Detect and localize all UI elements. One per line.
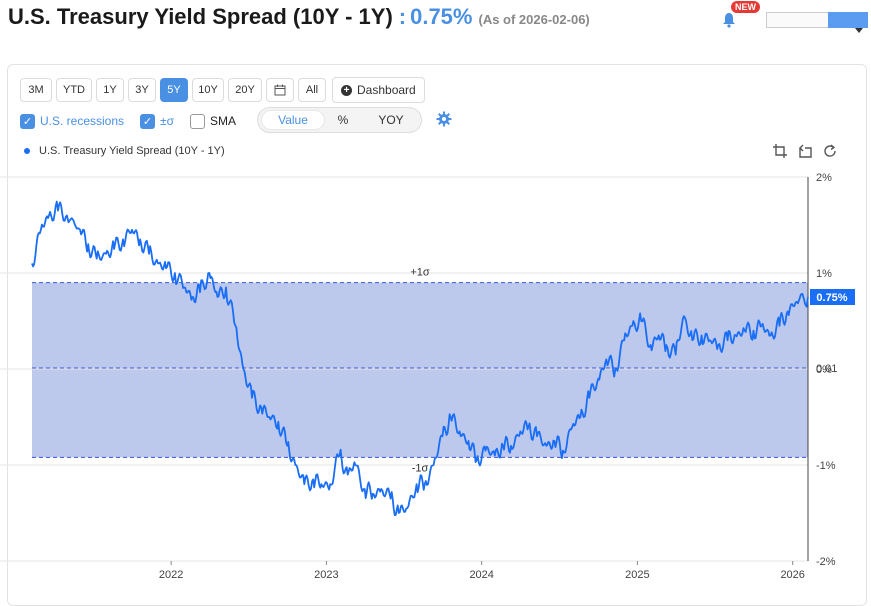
chart-title: U.S. Treasury Yield Spread (10Y - 1Y): [8, 4, 393, 29]
minus-sigma-label: -1σ: [412, 462, 429, 474]
page-title: U.S. Treasury Yield Spread (10Y - 1Y) : …: [8, 4, 590, 34]
range-selector: 3M YTD 1Y 3Y 5Y 10Y 20Y All: [20, 78, 326, 102]
sigma-label[interactable]: ±σ: [160, 114, 175, 128]
chart-legend[interactable]: U.S. Treasury Yield Spread (10Y - 1Y): [24, 145, 225, 157]
x-tick-label: 2022: [159, 569, 183, 581]
range-3m-button[interactable]: 3M: [20, 78, 52, 102]
x-tick-label: 2025: [625, 569, 649, 581]
legend-marker: [24, 148, 30, 154]
x-tick-label: 2024: [469, 569, 493, 581]
range-all-button[interactable]: All: [298, 78, 326, 102]
sigma-band: [32, 282, 808, 458]
current-value: 0.75%: [410, 4, 473, 29]
y-tick-label: 2%: [816, 172, 832, 184]
y-tick-label: -1%: [816, 460, 836, 472]
chart-toolbar: [772, 143, 838, 159]
sigma-checkbox[interactable]: ✓: [140, 113, 156, 129]
series-line: [31, 200, 809, 516]
last-value-label: 0.75%: [816, 292, 847, 304]
sma-checkbox[interactable]: [190, 113, 206, 129]
range-20y-button[interactable]: 20Y: [228, 78, 262, 102]
x-tick-label: 2023: [314, 569, 338, 581]
calendar-button[interactable]: [266, 78, 294, 102]
recessions-checkbox[interactable]: ✓: [20, 113, 35, 129]
range-5y-button[interactable]: 5Y: [160, 78, 188, 102]
new-badge: NEW: [731, 1, 760, 13]
range-1y-button[interactable]: 1Y: [96, 78, 124, 102]
range-3y-button[interactable]: 3Y: [128, 78, 156, 102]
y-tick-label: 0%: [816, 364, 832, 376]
mean-label: 0.01: [816, 363, 837, 375]
options-row: ✓ U.S. recessions ✓ ±σ SMA: [20, 108, 252, 134]
refresh-icon[interactable]: [822, 143, 838, 159]
plus-circle-icon: +: [341, 84, 352, 96]
gear-icon[interactable]: [436, 111, 452, 127]
y-tick-label: 1%: [816, 268, 832, 280]
account-button[interactable]: [828, 12, 868, 28]
crop-icon[interactable]: [772, 143, 788, 159]
last-value-tag: [810, 289, 855, 305]
undo-zoom-icon[interactable]: [797, 143, 813, 159]
as-of-date: (As of 2026-02-06): [478, 12, 590, 27]
view-percent-option[interactable]: %: [337, 113, 349, 127]
recessions-label[interactable]: U.S. recessions: [40, 114, 125, 128]
legend-series-label: U.S. Treasury Yield Spread (10Y - 1Y): [39, 145, 225, 157]
bell-icon[interactable]: [722, 12, 736, 28]
view-value-option[interactable]: Value: [262, 111, 324, 129]
sma-label[interactable]: SMA: [210, 114, 237, 128]
title-separator: :: [398, 4, 407, 29]
view-yoy-option[interactable]: YOY: [378, 113, 404, 127]
x-tick-label: 2026: [780, 569, 804, 581]
dashboard-button[interactable]: + Dashboard: [332, 77, 425, 103]
chevron-down-icon[interactable]: [855, 28, 863, 33]
y-tick-label: -2%: [816, 556, 836, 568]
dashboard-label: Dashboard: [357, 83, 416, 97]
range-10y-button[interactable]: 10Y: [192, 78, 224, 102]
plus-sigma-label: +1σ: [410, 267, 430, 279]
range-ytd-button[interactable]: YTD: [56, 78, 92, 102]
view-toggle: Value % YOY: [257, 107, 422, 133]
calendar-icon: [274, 84, 286, 96]
chart-svg[interactable]: 2% 1% 0% -1% -2% 2022 2023 2024 2025 2026 +1σ -1σ 0.…: [0, 0, 871, 591]
